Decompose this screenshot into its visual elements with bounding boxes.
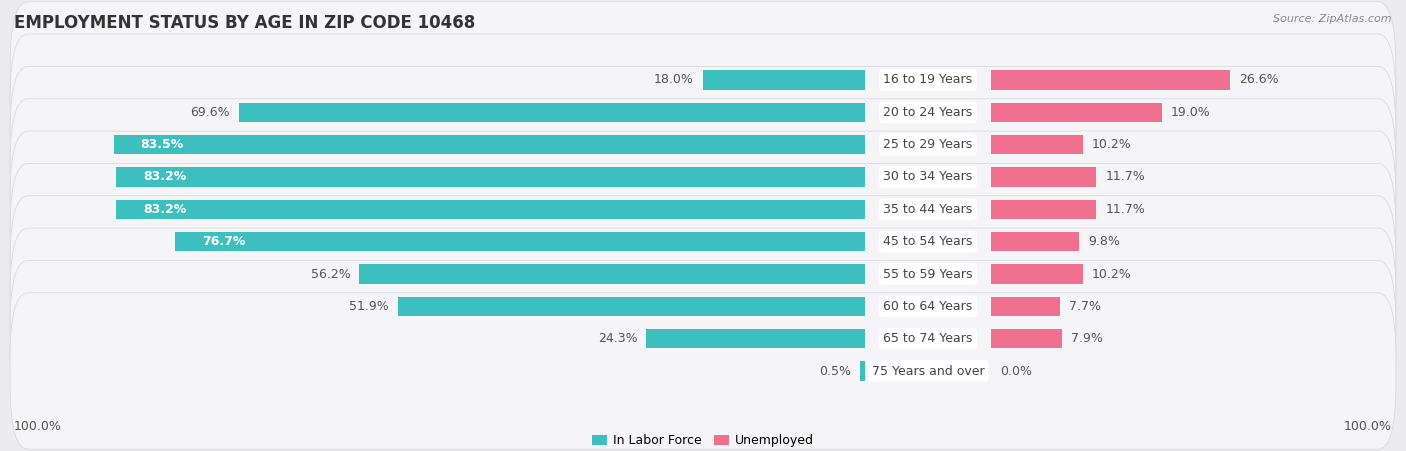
Bar [360, 264, 865, 284]
Bar [239, 103, 865, 122]
Legend: In Labor Force, Unemployed: In Labor Force, Unemployed [586, 429, 820, 451]
Text: 75 Years and over: 75 Years and over [872, 364, 984, 377]
FancyBboxPatch shape [10, 66, 1396, 223]
Text: 7.7%: 7.7% [1069, 300, 1101, 313]
Bar [991, 329, 1062, 348]
FancyBboxPatch shape [10, 228, 1396, 385]
Text: 35 to 44 Years: 35 to 44 Years [883, 203, 973, 216]
FancyBboxPatch shape [10, 131, 1396, 288]
Bar [991, 264, 1083, 284]
Bar [114, 135, 865, 154]
Text: 11.7%: 11.7% [1105, 203, 1144, 216]
Text: 20 to 24 Years: 20 to 24 Years [883, 106, 973, 119]
FancyBboxPatch shape [10, 99, 1396, 255]
Text: 10.2%: 10.2% [1091, 267, 1132, 281]
Text: 0.5%: 0.5% [820, 364, 852, 377]
Text: 18.0%: 18.0% [654, 74, 695, 87]
Bar [398, 297, 865, 316]
Text: 16 to 19 Years: 16 to 19 Years [883, 74, 973, 87]
Bar [117, 200, 865, 219]
FancyBboxPatch shape [10, 260, 1396, 417]
Text: 83.5%: 83.5% [141, 138, 184, 151]
Text: 25 to 29 Years: 25 to 29 Years [883, 138, 973, 151]
Text: 83.2%: 83.2% [143, 170, 187, 184]
Text: 51.9%: 51.9% [349, 300, 389, 313]
Text: 76.7%: 76.7% [202, 235, 245, 248]
FancyBboxPatch shape [10, 2, 1396, 158]
Text: 0.0%: 0.0% [1000, 364, 1032, 377]
FancyBboxPatch shape [10, 293, 1396, 449]
Bar [991, 232, 1080, 251]
Bar [174, 232, 865, 251]
Bar [991, 103, 1161, 122]
Text: 10.2%: 10.2% [1091, 138, 1132, 151]
Text: 100.0%: 100.0% [14, 420, 62, 433]
Text: 83.2%: 83.2% [143, 203, 187, 216]
Text: EMPLOYMENT STATUS BY AGE IN ZIP CODE 10468: EMPLOYMENT STATUS BY AGE IN ZIP CODE 104… [14, 14, 475, 32]
Bar [991, 297, 1060, 316]
Text: 19.0%: 19.0% [1171, 106, 1211, 119]
Bar [647, 329, 865, 348]
Text: 30 to 34 Years: 30 to 34 Years [883, 170, 973, 184]
FancyBboxPatch shape [10, 163, 1396, 320]
FancyBboxPatch shape [10, 34, 1396, 191]
Text: 45 to 54 Years: 45 to 54 Years [883, 235, 973, 248]
Text: 7.9%: 7.9% [1071, 332, 1102, 345]
Text: 100.0%: 100.0% [1344, 420, 1392, 433]
Text: 9.8%: 9.8% [1088, 235, 1121, 248]
Bar [117, 167, 865, 187]
Text: 56.2%: 56.2% [311, 267, 350, 281]
Bar [991, 167, 1097, 187]
Text: 60 to 64 Years: 60 to 64 Years [883, 300, 973, 313]
Bar [703, 70, 865, 90]
Bar [991, 135, 1083, 154]
Text: Source: ZipAtlas.com: Source: ZipAtlas.com [1274, 14, 1392, 23]
Bar [991, 70, 1230, 90]
Text: 24.3%: 24.3% [598, 332, 637, 345]
FancyBboxPatch shape [10, 196, 1396, 352]
Text: 55 to 59 Years: 55 to 59 Years [883, 267, 973, 281]
Text: 11.7%: 11.7% [1105, 170, 1144, 184]
Text: 65 to 74 Years: 65 to 74 Years [883, 332, 973, 345]
Text: 26.6%: 26.6% [1239, 74, 1279, 87]
Bar [860, 361, 865, 381]
Text: 69.6%: 69.6% [190, 106, 229, 119]
Bar [991, 200, 1097, 219]
